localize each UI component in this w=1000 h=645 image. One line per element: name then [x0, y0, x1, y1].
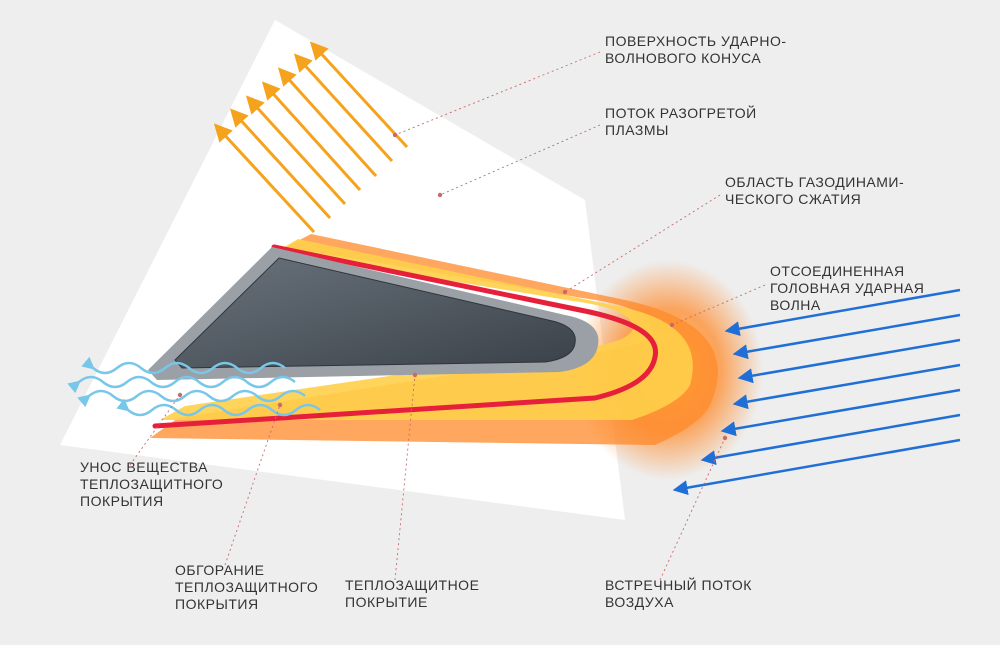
label-coating: ТЕПЛОЗАЩИТНОЕПОКРЫТИЕ: [345, 577, 479, 610]
label-airflow: ВСТРЕЧНЫЙ ПОТОКВОЗДУХА: [605, 576, 752, 610]
label-shock_cone: ПОВЕРХНОСТЬ УДАРНО-ВОЛНОВОГО КОНУСА: [605, 33, 787, 66]
label-ablation: УНОС ВЕЩЕСТВАТЕПЛОЗАЩИТНОГОПОКРЫТИЯ: [80, 459, 223, 509]
label-burning: ОБГОРАНИЕТЕПЛОЗАЩИТНОГОПОКРЫТИЯ: [175, 562, 318, 612]
label-compression: ОБЛАСТЬ ГАЗОДИНАМИ-ЧЕСКОГО СЖАТИЯ: [725, 174, 904, 207]
label-hot_plasma: ПОТОК РАЗОГРЕТОЙПЛАЗМЫ: [605, 104, 757, 138]
label-bow_shock: ОТСОЕДИНЕННАЯГОЛОВНАЯ УДАРНАЯВОЛНА: [770, 263, 924, 313]
diagram-svg: ПОВЕРХНОСТЬ УДАРНО-ВОЛНОВОГО КОНУСА ПОТОК…: [0, 0, 1000, 645]
